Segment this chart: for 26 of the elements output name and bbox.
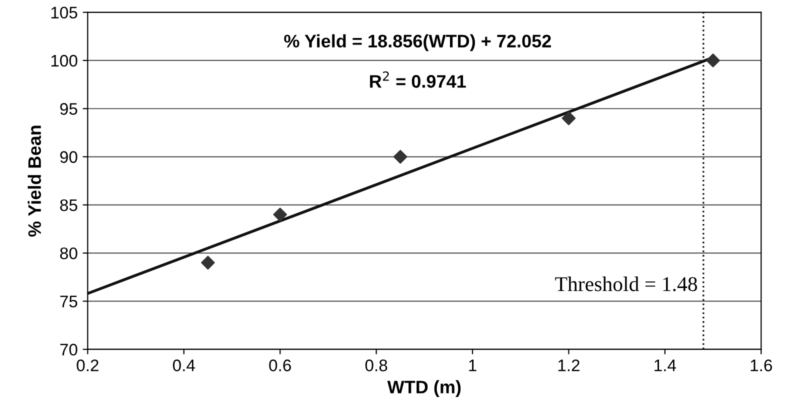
x-tick-label: 0.8 bbox=[365, 360, 388, 372]
x-tick-label: 1.4 bbox=[654, 360, 676, 372]
point bbox=[201, 256, 215, 270]
annotation: R$^{2}$ = 0.9741 bbox=[370, 71, 466, 88]
y-tick-label: 85 bbox=[60, 199, 78, 212]
x-tick-label: 0.4 bbox=[172, 360, 195, 372]
x-tick-label: 1.2 bbox=[558, 360, 580, 372]
y-tick-label: 105 bbox=[51, 6, 78, 19]
x-tick-label: 1.6 bbox=[750, 360, 772, 372]
y-tick-label: 95 bbox=[60, 103, 78, 115]
x-tick-label: 0.6 bbox=[269, 360, 291, 372]
point bbox=[562, 111, 576, 126]
ref-line-label: Threshold = 1.48 bbox=[555, 276, 698, 292]
y-tick-label: 70 bbox=[60, 344, 78, 356]
x-axis-title: WTD (m) bbox=[387, 380, 461, 397]
y-tick-label: 90 bbox=[60, 151, 78, 163]
y-tick-label: 80 bbox=[60, 247, 78, 260]
x-tick-label: 0.2 bbox=[76, 360, 98, 372]
point bbox=[273, 208, 287, 222]
y-axis-title: % Yield Bean bbox=[28, 126, 42, 237]
x-tick-label: 1 bbox=[469, 360, 476, 372]
y-tick-label: 100 bbox=[51, 54, 78, 67]
annotation: % Yield = 18.856(WTD) + 72.052 bbox=[284, 34, 551, 52]
point bbox=[393, 150, 408, 164]
point bbox=[706, 54, 720, 68]
y-tick-label: 75 bbox=[60, 296, 78, 308]
